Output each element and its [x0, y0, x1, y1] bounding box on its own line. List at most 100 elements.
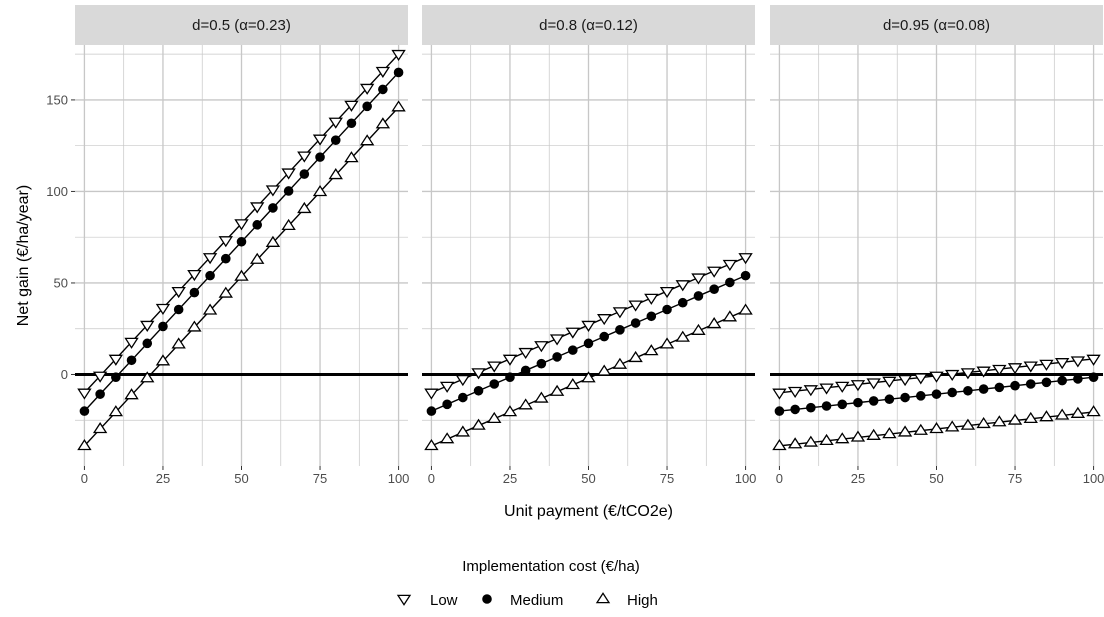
data-point	[187, 270, 202, 282]
data-point	[126, 355, 137, 366]
data-point	[297, 151, 312, 163]
data-point	[740, 270, 751, 281]
data-point	[518, 398, 533, 410]
data-point	[963, 385, 973, 396]
data-point	[458, 392, 468, 403]
y-tick-label: 150	[46, 92, 68, 107]
data-point	[424, 438, 439, 451]
data-point	[552, 352, 562, 362]
data-point	[518, 347, 533, 360]
data-point	[882, 427, 897, 439]
data-point	[359, 134, 375, 146]
data-point	[725, 277, 735, 288]
data-point	[344, 151, 359, 163]
data-point	[929, 422, 944, 434]
data-point	[819, 383, 834, 395]
data-point	[455, 374, 471, 387]
data-point	[108, 354, 124, 366]
data-point	[328, 168, 343, 180]
data-point	[378, 84, 388, 95]
data-point	[947, 387, 958, 398]
data-point	[738, 253, 753, 265]
data-point	[155, 354, 171, 366]
data-point	[346, 118, 357, 129]
data-point	[111, 372, 121, 383]
facet-panel-1: d=0.5 (α=0.23) 0 25 50 75 100 0 50 100 150	[46, 5, 409, 486]
data-point	[473, 385, 484, 396]
data-point	[140, 320, 155, 332]
series-high	[772, 405, 1101, 451]
data-point	[978, 384, 989, 394]
legend-item-high: High	[595, 592, 658, 609]
data-point	[581, 371, 596, 383]
x-tick-label: 25	[851, 471, 865, 486]
data-point	[155, 303, 171, 316]
data-point	[1070, 406, 1086, 418]
data-point	[265, 235, 281, 247]
data-point	[835, 381, 850, 393]
data-point	[1007, 413, 1023, 425]
data-point	[628, 300, 643, 312]
x-tick-label: 100	[735, 471, 757, 486]
data-point	[1041, 377, 1052, 388]
series-high	[77, 100, 406, 451]
legend-label: Low	[430, 592, 458, 609]
y-tick-label: 0	[61, 367, 68, 382]
y-axis-title: Net gain (€/ha/year)	[15, 185, 32, 326]
data-point	[487, 411, 502, 424]
data-point	[662, 304, 672, 315]
x-tick-label: 50	[581, 471, 595, 486]
data-point	[1039, 359, 1054, 371]
data-point	[330, 135, 341, 145]
x-tick-label: 25	[156, 471, 170, 486]
data-point	[659, 286, 675, 299]
data-point	[960, 418, 976, 430]
x-tick-label: 50	[929, 471, 943, 486]
data-point	[976, 416, 991, 429]
data-point	[581, 320, 596, 332]
data-point	[884, 394, 895, 405]
data-point	[140, 371, 155, 383]
legend-item-medium: Medium	[482, 592, 563, 609]
data-point	[312, 184, 328, 197]
data-point	[897, 425, 913, 437]
data-point	[173, 304, 184, 315]
data-point	[236, 236, 247, 247]
data-point	[124, 388, 139, 400]
data-point	[599, 331, 610, 342]
legend-label: High	[627, 592, 658, 609]
data-point	[315, 152, 325, 162]
series-high	[424, 303, 753, 451]
data-point	[1025, 379, 1036, 389]
data-point	[442, 399, 452, 410]
x-axis-title: Unit payment (€/tCO2e)	[504, 503, 673, 520]
data-point	[960, 368, 976, 380]
series-medium	[79, 67, 404, 416]
data-point	[597, 314, 612, 326]
x-tick-label: 100	[1083, 471, 1104, 486]
data-point	[234, 219, 249, 231]
facet-strip	[422, 5, 755, 45]
data-point	[644, 344, 659, 356]
data-point	[976, 366, 991, 378]
data-point	[565, 378, 580, 390]
data-point	[536, 358, 547, 369]
data-point	[202, 303, 218, 315]
data-point	[1054, 408, 1070, 420]
data-point	[790, 404, 800, 415]
data-point	[806, 402, 816, 413]
data-point	[344, 100, 359, 112]
data-point	[929, 371, 944, 383]
data-point	[675, 330, 690, 342]
data-point	[502, 354, 518, 366]
data-point	[534, 341, 549, 353]
x-tick-label: 100	[388, 471, 410, 486]
data-point	[250, 252, 265, 264]
data-point	[92, 371, 108, 383]
data-point	[693, 291, 704, 301]
series-medium	[426, 270, 751, 416]
data-point	[487, 361, 502, 373]
data-point	[124, 337, 139, 349]
